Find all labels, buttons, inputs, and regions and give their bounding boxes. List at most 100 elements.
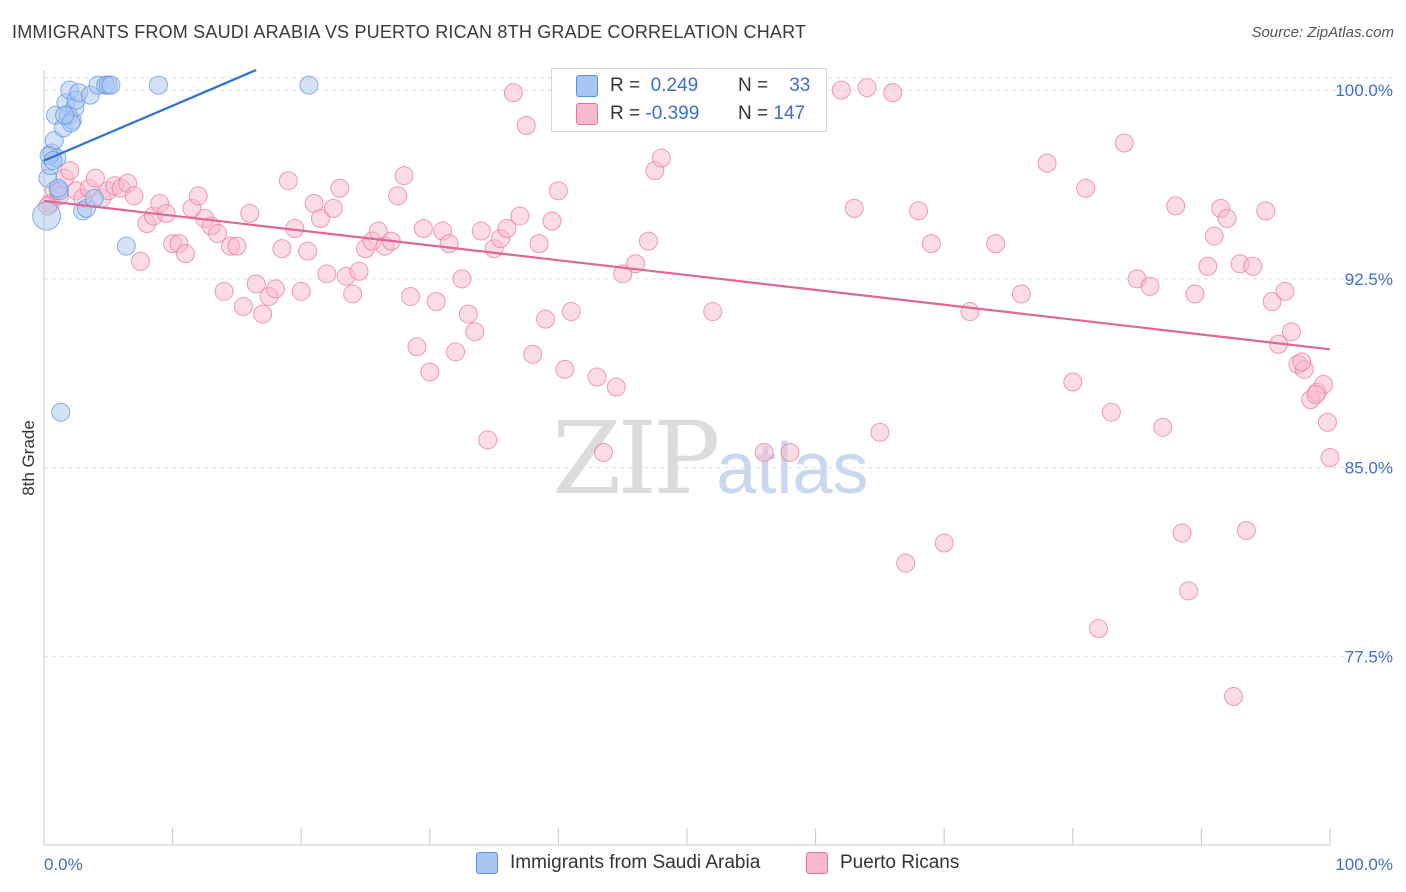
puerto-ricans-point — [1153, 417, 1173, 437]
saudi-arabia-point — [48, 178, 68, 198]
bottom-legend-swatch-saudi — [476, 852, 498, 874]
gridlines — [44, 77, 1392, 657]
puerto-ricans-point — [291, 281, 311, 301]
puerto-ricans-point — [452, 269, 472, 289]
puerto-ricans-point — [638, 231, 658, 251]
puerto-ricans-point — [1185, 284, 1205, 304]
puerto-ricans-points — [38, 78, 1340, 707]
puerto-ricans-point — [124, 186, 144, 206]
legend-n-value: 147 — [773, 103, 806, 124]
bottom-legend-puerto-ricans: Puerto Ricans — [806, 852, 959, 874]
y-tick-label: 92.5% — [1345, 270, 1393, 289]
puerto-ricans-point — [921, 234, 941, 254]
axes — [43, 70, 1330, 846]
puerto-ricans-point — [960, 302, 980, 322]
puerto-ricans-point — [870, 422, 890, 442]
puerto-ricans-point — [478, 430, 498, 450]
saudi-arabia-point — [84, 188, 104, 208]
puerto-ricans-point — [523, 344, 543, 364]
puerto-ricans-point — [471, 221, 491, 241]
puerto-ricans-point — [407, 337, 427, 357]
puerto-ricans-point — [593, 442, 613, 462]
saudi-arabia-trend-line — [43, 68, 257, 162]
puerto-ricans-point — [413, 219, 433, 239]
puerto-ricans-point — [233, 297, 253, 317]
puerto-ricans-point — [1166, 196, 1186, 216]
puerto-ricans-point — [388, 186, 408, 206]
x-tick-label-max: 100.0% — [1335, 855, 1393, 874]
puerto-ricans-point — [1224, 687, 1244, 707]
saudi-arabia-point — [148, 75, 168, 95]
puerto-ricans-point — [1037, 153, 1057, 173]
saudi-arabia-point — [55, 105, 75, 125]
puerto-ricans-point — [458, 304, 478, 324]
puerto-ricans-point — [1262, 291, 1282, 311]
puerto-ricans-point — [240, 203, 260, 223]
bottom-legend-label-saudi: Immigrants from Saudi Arabia — [510, 852, 761, 873]
puerto-ricans-point — [1217, 208, 1237, 228]
legend-row-puerto-ricans: R = -0.399 N = 147 — [552, 99, 805, 129]
puerto-ricans-point — [857, 78, 877, 98]
x-axis-ticks — [43, 828, 1331, 845]
saudi-arabia-point — [51, 402, 71, 422]
puerto-ricans-point — [278, 171, 298, 191]
chart-title: IMMIGRANTS FROM SAUDI ARABIA VS PUERTO R… — [12, 22, 807, 42]
saudi-arabia-point — [116, 236, 136, 256]
puerto-ricans-point — [503, 83, 523, 103]
puerto-ricans-point — [986, 234, 1006, 254]
saudi-arabia-point — [101, 75, 121, 95]
puerto-ricans-point — [883, 83, 903, 103]
puerto-ricans-point — [265, 279, 285, 299]
puerto-ricans-point — [401, 286, 421, 306]
puerto-ricans-point — [548, 181, 568, 201]
legend-r-value: -0.399 — [645, 103, 700, 124]
puerto-ricans-point — [1198, 256, 1218, 276]
puerto-ricans-point — [1292, 352, 1312, 372]
y-tick-label: 85.0% — [1345, 459, 1393, 478]
puerto-ricans-point — [1256, 201, 1276, 221]
legend-r-label: R = — [610, 75, 641, 96]
legend-r-puerto-ricans: R = -0.399 — [610, 103, 738, 125]
puerto-ricans-point — [85, 168, 105, 188]
chart-source: Source: ZipAtlas.com — [1251, 24, 1394, 41]
puerto-ricans-point — [1236, 520, 1256, 540]
legend-swatch-puerto-ricans — [576, 103, 598, 125]
legend-n-value: 33 — [789, 75, 811, 96]
bottom-legend-label-puerto-ricans: Puerto Ricans — [840, 852, 960, 873]
puerto-ricans-point — [272, 239, 292, 259]
puerto-ricans-point — [555, 359, 575, 379]
puerto-ricans-point — [561, 302, 581, 322]
puerto-ricans-point — [1114, 133, 1134, 153]
legend-n-label: N = — [738, 103, 769, 124]
puerto-ricans-point — [613, 264, 633, 284]
puerto-ricans-point — [1011, 284, 1031, 304]
puerto-ricans-point — [510, 206, 530, 226]
puerto-ricans-point — [349, 261, 369, 281]
x-tick-label-min: 0.0% — [44, 855, 83, 874]
puerto-ricans-point — [188, 186, 208, 206]
bottom-legend-swatch-puerto-ricans — [806, 852, 828, 874]
puerto-ricans-point — [175, 244, 195, 264]
y-axis-title: 8th Grade — [19, 420, 38, 496]
puerto-ricans-point — [1306, 385, 1326, 405]
puerto-ricans-point — [831, 80, 851, 100]
legend-r-label: R = — [610, 103, 641, 124]
puerto-ricans-point — [516, 115, 536, 135]
y-tick-label: 100.0% — [1335, 81, 1393, 100]
saudi-arabia-point — [32, 201, 62, 231]
legend-row-saudi: R = 0.249 N = 33 — [552, 71, 810, 101]
puerto-ricans-point — [896, 553, 916, 573]
puerto-ricans-point — [246, 274, 266, 294]
puerto-ricans-point — [253, 304, 273, 324]
puerto-ricans-point — [1179, 581, 1199, 601]
stats-legend: R = 0.249 N = 33 R = -0.399 N = 147 — [551, 68, 827, 132]
y-tick-label: 77.5% — [1345, 647, 1393, 666]
puerto-ricans-point — [1320, 448, 1340, 467]
puerto-ricans-point — [1281, 322, 1301, 342]
puerto-ricans-point — [908, 201, 928, 221]
puerto-ricans-point — [130, 251, 150, 271]
puerto-ricans-point — [1172, 523, 1192, 543]
puerto-ricans-point — [780, 442, 800, 462]
puerto-ricans-point — [844, 198, 864, 218]
